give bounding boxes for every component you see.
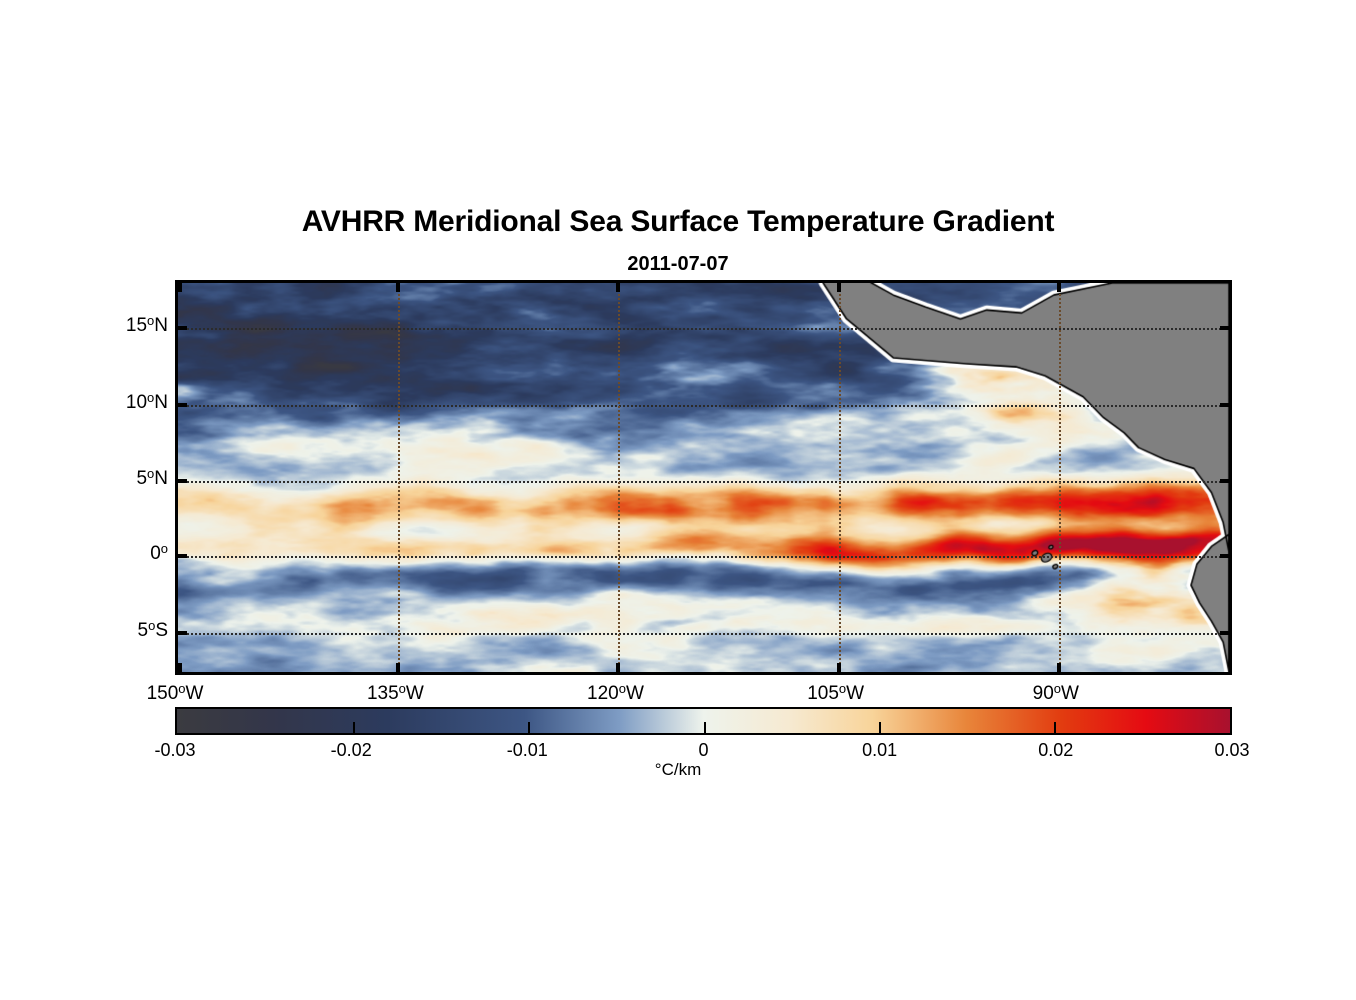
colorbar-tick-label: -0.01 [506, 740, 548, 760]
x-tick-label: 90oW [1032, 681, 1079, 704]
x-axis-tick-labels: 150oW 135oW 120oW 105oW 90oW [147, 681, 1232, 707]
page-title: AVHRR Meridional Sea Surface Temperature… [301, 205, 1055, 238]
figure-subtitle-date: 2011-07-07 [627, 253, 729, 275]
colorbar-tick-mark [527, 722, 530, 733]
x-tick-mark [616, 283, 621, 292]
y-tick-mark [178, 326, 187, 331]
x-tick-mark [1056, 663, 1061, 672]
x-tick-label: 150oW [146, 681, 204, 704]
colorbar-tick-label: -0.02 [330, 740, 372, 760]
colorbar-tick-mark [352, 722, 355, 733]
x-tick-mark [1056, 283, 1061, 292]
colorbar-tick-mark [879, 722, 882, 733]
colorbar[interactable] [175, 707, 1232, 735]
x-tick-mark [396, 283, 401, 292]
map-plot-area[interactable] [175, 280, 1232, 675]
y-tick-mark [178, 402, 187, 407]
x-tick-mark [178, 663, 182, 672]
y-tick-mark [1220, 630, 1229, 635]
x-tick-mark [836, 663, 841, 672]
sst-gradient-heatmap [178, 283, 1229, 672]
x-tick-mark [616, 663, 621, 672]
y-tick-mark [1220, 478, 1229, 483]
y-tick-mark [178, 630, 187, 635]
y-tick-mark [178, 478, 187, 483]
y-tick-mark [178, 554, 187, 559]
colorbar-tick-label: -0.03 [154, 740, 196, 760]
colorbar-tick-label: 0.01 [862, 740, 898, 760]
colorbar-tick-mark [703, 722, 706, 733]
y-tick-mark [1220, 554, 1229, 559]
y-axis-tick-labels: 15oN 10oN 5oN 0o 5oS [60, 280, 168, 675]
colorbar-tick-label: 0.03 [1214, 740, 1250, 760]
y-tick-mark [1220, 326, 1229, 331]
y-tick-label: 5oS [137, 617, 169, 641]
y-tick-label: 15oN [125, 313, 168, 337]
y-tick-mark [1220, 402, 1229, 407]
x-tick-label: 105oW [807, 681, 865, 704]
x-tick-label: 135oW [366, 681, 424, 704]
x-tick-mark [178, 283, 182, 292]
colorbar-unit-label: °C/km [654, 760, 702, 779]
y-tick-label: 5oN [136, 465, 168, 489]
x-tick-mark [396, 663, 401, 672]
colorbar-tick-label: 0 [698, 740, 709, 760]
y-tick-label: 0o [150, 541, 168, 565]
colorbar-tick-label: 0.02 [1038, 740, 1074, 760]
x-tick-label: 120oW [587, 681, 644, 704]
colorbar-tick-mark [1054, 722, 1057, 733]
colorbar-tick-labels: -0.03 -0.02 -0.01 0 0.01 0.02 0.03 [154, 740, 1249, 764]
y-tick-label: 10oN [125, 389, 168, 413]
x-tick-mark [836, 283, 841, 292]
